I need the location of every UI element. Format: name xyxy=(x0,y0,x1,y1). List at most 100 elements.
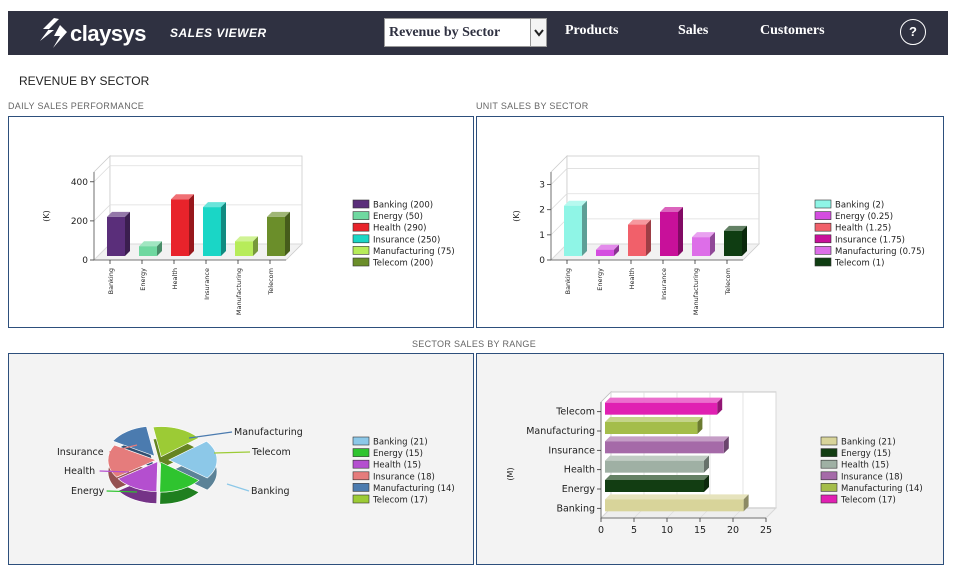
legend-swatch xyxy=(820,459,838,469)
y-axis-title: (K) xyxy=(42,210,51,222)
bar-side xyxy=(582,200,587,256)
pie-callout-line xyxy=(99,470,130,473)
y-tick-label: Health xyxy=(564,465,595,476)
chevron-down-icon[interactable] xyxy=(530,19,546,46)
bar-top xyxy=(203,202,226,208)
bar-top xyxy=(628,219,651,225)
legend-label: Energy (15) xyxy=(841,449,891,459)
legend-label: Telecom (17) xyxy=(372,496,428,506)
x-tick-label: 0 xyxy=(598,525,604,536)
x-tick-label: Manufacturing xyxy=(692,268,700,315)
grid-line xyxy=(93,204,111,222)
help-button[interactable]: ? xyxy=(900,19,926,45)
y-tick-label: 1 xyxy=(539,231,545,241)
y-tick-label: Insurance xyxy=(548,445,595,456)
pie-label: Banking xyxy=(251,486,290,497)
x-tick-label: 5 xyxy=(631,525,637,536)
y-tick-label: Energy xyxy=(562,484,596,495)
pie-label: Telecom xyxy=(251,447,291,458)
pie-slice xyxy=(112,426,155,457)
bar-top xyxy=(107,211,130,217)
pie-callout-line xyxy=(109,444,138,453)
bar-side xyxy=(189,194,194,256)
y-tick-label: Banking xyxy=(556,503,595,514)
bar xyxy=(171,199,189,256)
x-tick-label: Insurance xyxy=(203,268,211,300)
legend-label: Health (1.25) xyxy=(835,224,891,234)
nav-products[interactable]: Products xyxy=(565,23,619,38)
claysys-logo[interactable]: claysys xyxy=(40,17,160,49)
nav-customers[interactable]: Customers xyxy=(760,23,825,38)
legend-swatch xyxy=(352,257,370,267)
bar-top xyxy=(605,494,749,500)
bar-top xyxy=(139,241,162,247)
x-tick-label: 10 xyxy=(661,525,673,536)
bar-side xyxy=(646,219,651,256)
bar-top xyxy=(605,455,709,461)
x-tick-label: Health xyxy=(628,268,636,289)
legend-swatch xyxy=(352,471,370,481)
legend-swatch xyxy=(352,199,370,209)
bar-side xyxy=(743,494,749,512)
legend-label: Manufacturing (75) xyxy=(373,247,455,257)
sector-pie-panel: Banking Energy Health Insurance Manufacturin… xyxy=(8,353,474,565)
legend-swatch xyxy=(352,246,370,255)
y-tick-label: 0 xyxy=(539,256,545,266)
legend-swatch xyxy=(814,257,832,267)
bar-top xyxy=(235,236,258,242)
bar xyxy=(605,480,704,492)
legend-label: Energy (15) xyxy=(373,449,423,459)
bar-top xyxy=(724,225,747,231)
bar-side xyxy=(723,436,729,454)
bar-side xyxy=(253,236,258,256)
bar-side xyxy=(221,202,226,256)
y-axis-title: (K) xyxy=(512,210,521,222)
bar xyxy=(605,402,718,415)
legend-label: Manufacturing (14) xyxy=(373,484,455,494)
daily-sales-panel: 0 200 400 (K) Banking Energy Health Insurance Ma… xyxy=(8,116,474,328)
pie-slice xyxy=(117,461,158,492)
x-tick-label: Energy xyxy=(596,268,604,291)
y-tick-label: Manufacturing xyxy=(526,426,595,437)
x-tick-label: 15 xyxy=(694,525,706,536)
bar-side xyxy=(704,455,709,473)
legend-swatch xyxy=(814,211,832,220)
legend-label: Manufacturing (14) xyxy=(841,484,923,494)
bar xyxy=(692,237,710,256)
nav-sales[interactable]: Sales xyxy=(678,23,709,38)
legend-swatch xyxy=(352,448,370,457)
grid-line xyxy=(765,507,777,519)
legend-label: Manufacturing (0.75) xyxy=(835,247,925,257)
legend-swatch xyxy=(820,483,838,492)
bar-top xyxy=(564,200,587,206)
bar-top xyxy=(605,475,709,480)
bar xyxy=(596,249,614,256)
legend-swatch xyxy=(814,199,832,209)
bar-side xyxy=(125,211,130,256)
legend-label: Telecom (1) xyxy=(834,259,884,269)
legend-swatch xyxy=(820,494,838,504)
sector-hbar-panel: 0 5 10 15 20 25 (M) Banking Energy Health Insuranc… xyxy=(476,353,944,565)
bar-side xyxy=(704,475,709,492)
view-select[interactable]: Revenue by Sector xyxy=(384,18,547,47)
daily-sales-label: DAILY SALES PERFORMANCE xyxy=(8,101,145,111)
legend-label: Insurance (18) xyxy=(841,472,903,482)
legend-label: Banking (2) xyxy=(835,201,884,211)
sector-pie-chart: Banking Energy Health Insurance Manufacturin… xyxy=(57,426,455,506)
legend-label: Telecom (17) xyxy=(840,496,896,506)
legend-label: Banking (200) xyxy=(373,201,433,211)
unit-sales-panel: 0 1 2 3 (K) Banking Energy Health Insurance Manuf… xyxy=(476,116,944,328)
pie-label: Manufacturing xyxy=(234,427,303,438)
pie-callout-line xyxy=(188,431,233,439)
legend-swatch xyxy=(352,483,370,492)
legend-label: Insurance (250) xyxy=(373,235,440,245)
bar xyxy=(235,241,253,256)
x-tick-label: 20 xyxy=(727,525,739,536)
y-tick-label: 2 xyxy=(539,206,545,216)
bar-top xyxy=(692,232,715,238)
legend-label: Banking (21) xyxy=(373,438,428,448)
legend-label: Health (290) xyxy=(373,224,426,234)
bar xyxy=(724,230,742,256)
unit-sales-chart: 0 1 2 3 (K) Banking Energy Health Insurance Manuf… xyxy=(512,155,925,315)
x-tick-label: Banking xyxy=(107,268,115,294)
